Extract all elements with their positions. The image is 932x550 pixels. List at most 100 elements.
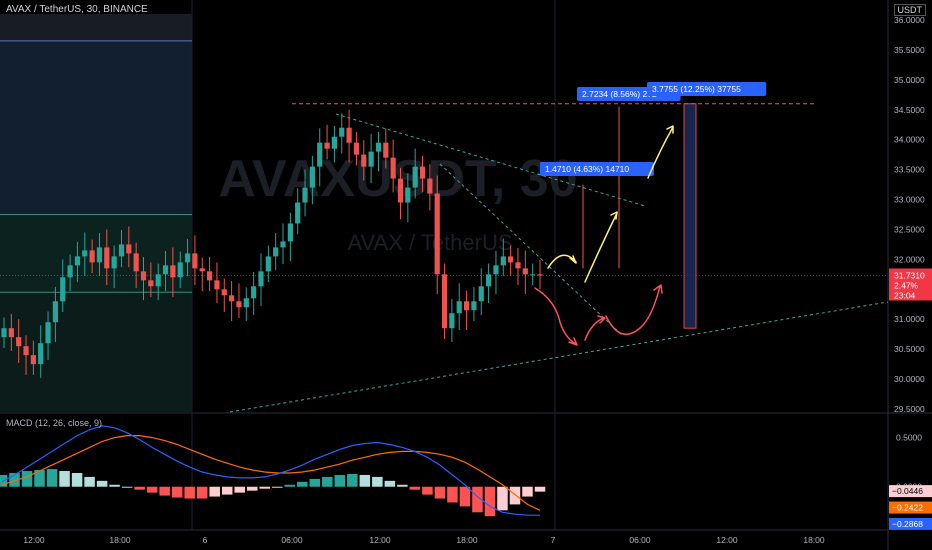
red-arrow-1: [534, 287, 578, 346]
candle-body: [331, 136, 338, 149]
macd-histogram-bar: [309, 478, 321, 487]
macd-histogram-bar: [96, 480, 108, 487]
macd-histogram-bar: [347, 473, 358, 487]
currency-unit-button[interactable]: USDT: [893, 4, 926, 16]
candle-body: [236, 301, 242, 308]
macd-histogram-bar: [234, 486, 245, 493]
macd-histogram-bar: [109, 484, 120, 487]
macd-histogram-bar: [272, 486, 283, 488]
candle-body: [126, 244, 132, 254]
price-tick-label: 32.5000: [894, 224, 925, 234]
candle-body: [295, 202, 301, 224]
candle-body: [155, 274, 161, 287]
histogram-value: −0.0446: [892, 486, 923, 496]
macd-value-bg: [889, 517, 932, 530]
price-tick-label: 32.0000: [894, 254, 925, 264]
candle-body: [82, 250, 88, 257]
macd-histogram-bar: [459, 486, 471, 507]
macd-histogram-bar: [384, 480, 396, 487]
candle-body: [96, 247, 103, 263]
candle-body: [265, 256, 271, 272]
last-price-badge: [889, 268, 932, 301]
candle-body: [419, 166, 426, 179]
candle-body: [339, 127, 345, 137]
candle-body: [471, 301, 477, 311]
price-tick-label: 34.0000: [894, 135, 925, 145]
macd-histogram-bar: [21, 471, 33, 487]
macd-histogram-bar: [497, 486, 508, 511]
candle-body: [199, 268, 205, 272]
macd-histogram-bar: [522, 486, 533, 497]
macd-histogram-bar: [171, 486, 183, 498]
candle-body: [140, 271, 147, 281]
candle-body: [38, 343, 44, 365]
bar-countdown: 23:04: [894, 290, 916, 300]
candle-body: [251, 286, 257, 299]
time-tick-label: 12:00: [369, 535, 391, 545]
time-tick-label: 18:00: [456, 535, 478, 545]
last-price-value: 31.7310: [894, 270, 925, 280]
macd-histogram-bar: [71, 472, 83, 487]
candle-body: [434, 193, 440, 275]
macd-value: −0.2868: [892, 519, 923, 529]
candle-body: [449, 313, 455, 329]
candle-body: [375, 142, 382, 152]
zone-green-lower: [0, 292, 192, 412]
candle-body: [309, 166, 315, 188]
candle-body: [206, 271, 213, 281]
macd-histogram-bar: [372, 476, 383, 487]
measure-label-1: 1.4710 (4.63%) 14710: [545, 164, 629, 174]
time-tick-label: 6: [203, 535, 208, 545]
macd-histogram-bar: [34, 470, 45, 487]
candle-body: [52, 301, 58, 323]
candle-body: [148, 280, 154, 287]
macd-line: [1, 425, 540, 516]
time-tick-label: 12:00: [716, 535, 738, 545]
macd-histogram-bar: [159, 486, 170, 496]
candle-body: [537, 274, 543, 276]
time-tick-label: 7: [551, 535, 556, 545]
candle-body: [229, 295, 235, 302]
macd-histogram-bar: [322, 476, 333, 487]
candle-body: [67, 265, 73, 278]
candle-body: [324, 142, 330, 149]
zone-blue: [0, 40, 192, 215]
candle-body: [221, 289, 227, 296]
candle-body: [162, 265, 169, 275]
candle-body: [486, 274, 492, 287]
candle-body: [463, 301, 470, 311]
candle-body: [214, 280, 220, 290]
candle-body: [500, 256, 506, 266]
signal-value-bg: [889, 501, 932, 514]
candle-body: [280, 241, 286, 248]
candle-body: [383, 142, 389, 158]
macd-histogram-bar: [209, 486, 220, 497]
candle-body: [302, 187, 308, 203]
candle-body: [317, 142, 323, 167]
time-tick-label: 06:00: [629, 535, 651, 545]
macd-histogram-bar: [359, 474, 371, 487]
signal-value: −0.2422: [892, 503, 923, 513]
candle-body: [368, 151, 374, 167]
candle-body: [177, 262, 183, 278]
macd-histogram-bar: [509, 486, 521, 505]
candle-body: [1, 328, 7, 338]
macd-tick-label: 0.5000: [896, 433, 922, 443]
measure-label-2: 2.7234 (8.56%) 272: [582, 89, 657, 99]
candle-body: [16, 337, 22, 347]
candle-body: [515, 262, 521, 269]
measure-label-3-bg: [647, 82, 767, 96]
candle-body: [30, 355, 36, 365]
time-tick-label: 18:00: [803, 535, 825, 545]
time-tick-label: 18:00: [109, 535, 131, 545]
macd-histogram-bar: [297, 481, 308, 487]
candle-body: [478, 286, 484, 302]
candle-body: [273, 247, 279, 257]
candle-body: [287, 223, 293, 242]
histogram-value-bg: [889, 485, 932, 498]
candle-body: [405, 187, 411, 203]
candle-body: [493, 265, 499, 275]
zone-top: [0, 14, 192, 41]
candle-body: [60, 277, 66, 302]
